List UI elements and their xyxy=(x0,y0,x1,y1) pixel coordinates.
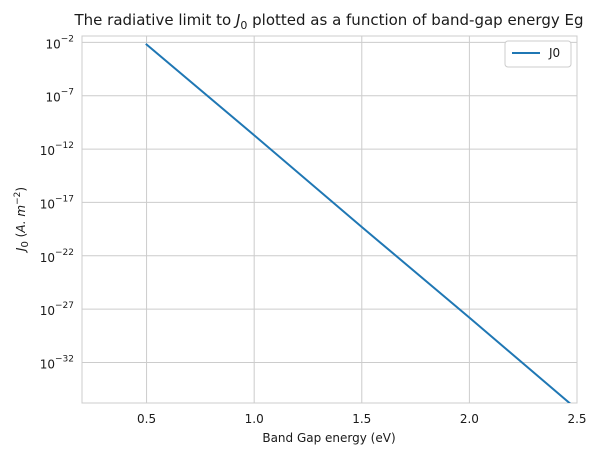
plot-frame xyxy=(81,35,578,404)
y-tick-label: 10−17 xyxy=(40,194,74,211)
y-tick-label: 10−22 xyxy=(40,248,74,265)
x-tick-label: 2.5 xyxy=(567,412,586,426)
x-tick-label: 1.0 xyxy=(245,412,264,426)
series-line-j0 xyxy=(145,43,572,403)
y-axis-label: J0 (A. m−2) xyxy=(13,187,31,253)
chart-title: The radiative limit to J0 plotted as a f… xyxy=(74,11,584,32)
legend: J0 xyxy=(504,40,572,68)
y-tick-labels: 10−2 10−7 10−12 10−17 10−22 10−27 10−32 xyxy=(40,34,74,371)
y-tick-label: 10−27 xyxy=(40,301,74,318)
y-gridlines xyxy=(82,41,577,363)
y-tick-label: 10−7 xyxy=(45,88,74,105)
x-tick-label: 0.5 xyxy=(137,412,156,426)
legend-label: J0 xyxy=(548,46,560,60)
series-layer xyxy=(145,43,572,403)
y-tick-label: 10−32 xyxy=(40,354,74,371)
x-tick-label: 2.0 xyxy=(460,412,479,426)
y-tick-label: 10−12 xyxy=(40,141,74,158)
x-axis-label: Band Gap energy (eV) xyxy=(262,431,395,445)
y-tick-label: 10−2 xyxy=(45,34,74,51)
x-gridlines xyxy=(146,36,578,403)
x-tick-labels: 0.5 1.0 1.5 2.0 2.5 xyxy=(137,412,587,426)
x-tick-label: 1.5 xyxy=(352,412,371,426)
